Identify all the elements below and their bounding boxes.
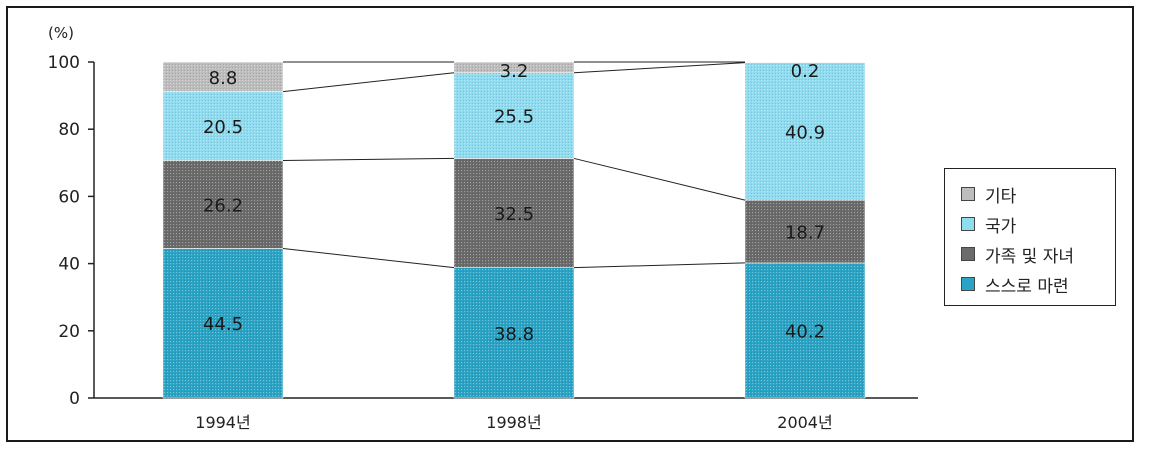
bar-segment-texture [745,62,865,201]
x-tick-label: 1998년 [486,413,541,432]
data-label: 3.2 [500,61,529,82]
bar-segment-texture [454,267,574,398]
bar-segment-texture [454,158,574,268]
y-tick-label: 100 [48,53,80,73]
legend-item: 스스로 마련 [961,269,1115,299]
connector-line [573,62,746,74]
bar-segment-texture [163,62,283,92]
legend-label: 스스로 마련 [985,276,1069,297]
x-tick-label: 2004년 [777,413,832,432]
legend-label: 기타 [985,186,1017,207]
bar-segment-texture [745,200,865,263]
data-label: 20.5 [203,117,243,138]
y-tick-label: 60 [58,187,80,207]
y-tick-label: 20 [58,322,80,342]
connector-line [573,157,746,201]
data-label: 32.5 [494,204,534,225]
data-label: 18.7 [785,223,825,244]
stacked-bar-chart: (%) 0 20 40 60 80 100 44.5 26.2 20.5 8.8 1994년 38.8… [48,24,918,432]
bar-segment-texture [454,72,574,159]
bar-segment-texture [163,248,283,398]
data-label: 40.2 [785,321,825,342]
legend-label: 가족 및 자녀 [985,246,1075,267]
legend-label: 국가 [985,216,1017,237]
legend-swatch [961,217,975,231]
y-tick-label: 0 [69,389,80,409]
legend-swatch [961,187,975,201]
y-unit-label: (%) [48,24,74,42]
bar-segment-texture [163,160,283,249]
legend-item: 기타 [961,179,1115,209]
legend-swatch [961,247,975,261]
connector-line [573,262,746,269]
y-tick-label: 40 [58,255,80,275]
bar-segment-texture [163,91,283,161]
connector-line [282,157,455,161]
data-label: 40.9 [785,122,825,143]
data-label: 38.8 [494,324,534,345]
connector-line [282,247,455,269]
y-tick-label: 80 [58,120,80,140]
bar-segment-texture [454,62,574,73]
chart-frame: (%) 0 20 40 60 80 100 44.5 26.2 20.5 8.8 1994년 38.8… [6,6,1134,442]
legend-item: 국가 [961,209,1115,239]
bar-segment-texture [745,262,865,398]
connector-line [282,72,455,93]
legend-item: 가족 및 자녀 [961,239,1115,269]
data-label: 0.2 [791,61,820,82]
data-label: 8.8 [209,68,238,89]
x-tick-label: 1994년 [195,413,250,432]
data-label: 25.5 [494,107,534,128]
bar-segment-texture [745,62,865,63]
data-label: 44.5 [203,314,243,335]
data-label: 26.2 [203,195,243,216]
legend-swatch [961,277,975,291]
